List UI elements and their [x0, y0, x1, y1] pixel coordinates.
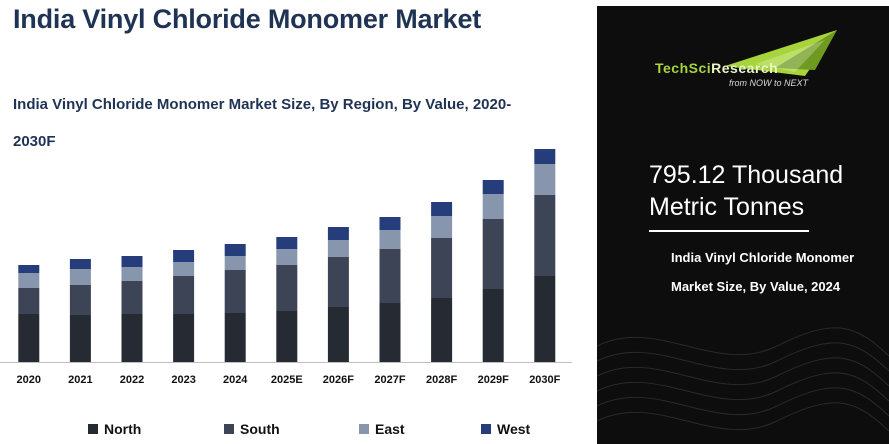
legend-swatch-west — [481, 424, 491, 434]
bar-segment-west-2023 — [173, 250, 195, 262]
legend-swatch-south — [224, 424, 234, 434]
bar-segment-north-2021 — [69, 315, 91, 362]
logo-brand-part1: TechSci — [655, 60, 712, 76]
bar-segment-north-2022 — [121, 314, 143, 362]
bar-segment-west-2028f — [431, 202, 453, 216]
bar-segment-east-2027f — [379, 230, 401, 249]
bar-segment-north-2028f — [431, 298, 453, 362]
legend-label-west: West — [497, 421, 531, 437]
bar-segment-north-2024 — [224, 313, 246, 362]
bar-segment-east-2029f — [482, 194, 504, 219]
x-tick-label: 2030F — [529, 374, 560, 386]
legend-item-east: East — [359, 421, 405, 437]
bar-segment-east-2023 — [173, 262, 195, 276]
chart-legend: North South East West — [0, 421, 590, 441]
x-tick-label: 2027F — [374, 374, 405, 386]
bar-segment-west-2029f — [482, 180, 504, 194]
x-tick-label: 2020 — [17, 374, 41, 386]
x-tick-label: 2026F — [323, 374, 354, 386]
bar-segment-south-2030f — [534, 195, 556, 276]
chart-subtitle: India Vinyl Chloride Monomer Market Size… — [13, 96, 512, 150]
bar-segment-north-2029f — [482, 289, 504, 362]
bar-segment-north-2020 — [18, 314, 40, 362]
techsci-logo: TechSciResearch from NOW to NEXT — [655, 28, 845, 98]
chart-title: India Vinyl Chloride Monomer Market — [13, 4, 482, 34]
bar-segment-west-2026f — [327, 227, 349, 240]
market-size-value: 795.12 Thousand Metric Tonnes — [649, 161, 844, 221]
logo-tagline: from NOW to NEXT — [729, 78, 809, 88]
bar-segment-south-2026f — [327, 257, 349, 307]
summary-panel: TechSciResearch from NOW to NEXT 795.12 … — [597, 6, 889, 444]
value-underline — [649, 230, 809, 232]
bar-segment-west-2022 — [121, 256, 143, 267]
bar-segment-north-2025e — [276, 311, 298, 362]
bar-segment-east-2024 — [224, 256, 246, 270]
bar-segment-east-2022 — [121, 267, 143, 281]
bar-segment-south-2022 — [121, 281, 143, 314]
bar-segment-north-2027f — [379, 303, 401, 362]
bar-segment-north-2023 — [173, 314, 195, 362]
x-tick-label: 2021 — [68, 374, 92, 386]
x-tick-label: 2029F — [478, 374, 509, 386]
bar-segment-south-2023 — [173, 276, 195, 314]
logo-arrow-icon — [725, 30, 837, 76]
bar-segment-north-2026f — [327, 307, 349, 362]
bar-segment-west-2020 — [18, 265, 40, 273]
bar-segment-east-2030f — [534, 164, 556, 195]
legend-item-north: North — [88, 421, 141, 437]
legend-item-south: South — [224, 421, 280, 437]
x-tick-label: 2022 — [120, 374, 144, 386]
bar-segment-east-2021 — [69, 269, 91, 285]
x-tick-label: 2028F — [426, 374, 457, 386]
x-tick-label: 2024 — [223, 374, 248, 386]
bar-segment-east-2026f — [327, 240, 349, 257]
bar-segment-south-2027f — [379, 249, 401, 303]
bar-segment-west-2021 — [69, 259, 91, 269]
bar-segment-east-2028f — [431, 216, 453, 238]
bar-segment-north-2030f — [534, 276, 556, 362]
bar-segment-west-2024 — [224, 244, 246, 256]
wave-decoration — [597, 327, 889, 432]
bar-segment-south-2024 — [224, 270, 246, 313]
bar-segment-south-2025e — [276, 265, 298, 311]
legend-swatch-east — [359, 424, 369, 434]
stacked-bar-chart: 2020 2021 2022 2023 2024 2025E 2026F 2027F 2028F… — [0, 149, 572, 386]
bar-segment-west-2030f — [534, 149, 556, 164]
legend-label-north: North — [104, 421, 142, 437]
x-tick-label: 2025E — [271, 374, 303, 386]
bar-segment-south-2021 — [69, 285, 91, 315]
bar-segment-south-2029f — [482, 219, 504, 289]
logo-brand-part2: Research — [711, 60, 779, 76]
bar-segment-south-2020 — [18, 288, 40, 314]
market-size-caption: India Vinyl Chloride Monomer Market Size… — [671, 250, 855, 294]
bar-segment-west-2027f — [379, 217, 401, 230]
legend-swatch-north — [88, 424, 98, 434]
bar-segment-east-2020 — [18, 273, 40, 288]
x-tick-label: 2023 — [171, 374, 195, 386]
bar-segment-east-2025e — [276, 249, 298, 265]
bar-segment-south-2028f — [431, 238, 453, 298]
bar-segment-west-2025e — [276, 237, 298, 249]
legend-label-east: East — [375, 421, 405, 437]
legend-label-south: South — [240, 421, 280, 437]
legend-item-west: West — [481, 421, 530, 437]
